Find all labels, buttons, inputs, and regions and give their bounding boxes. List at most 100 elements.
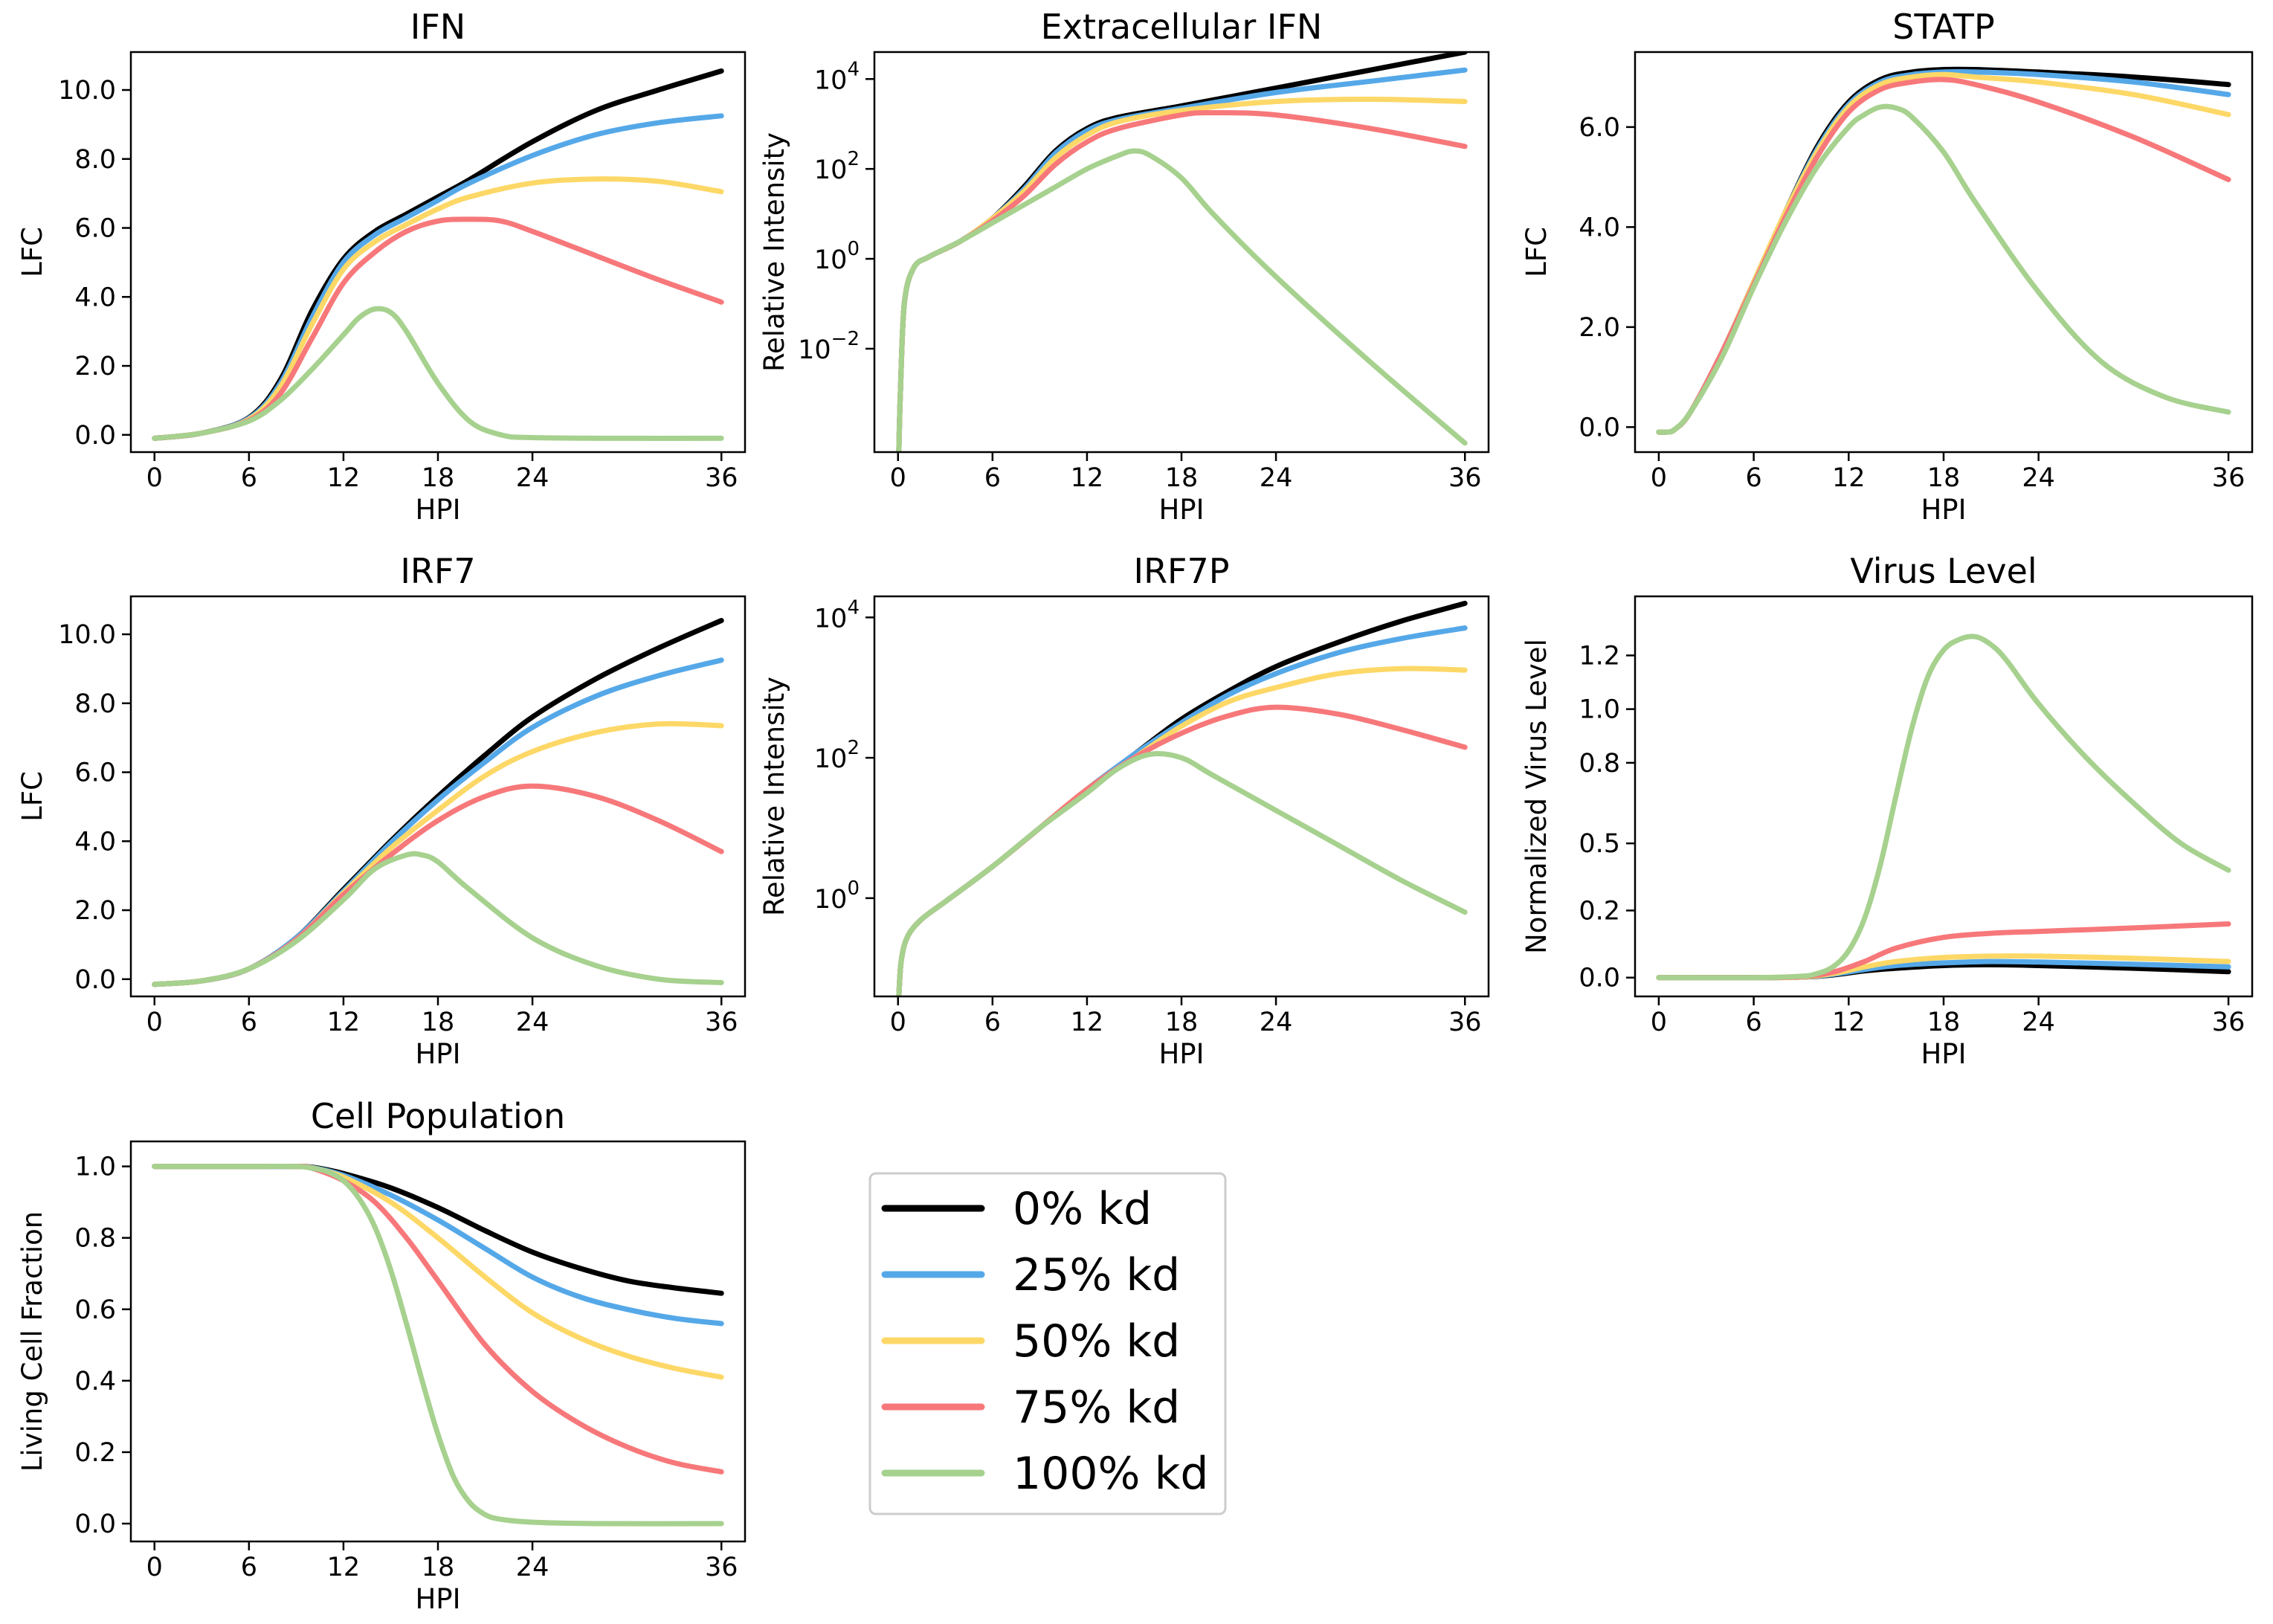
ifn-plot-frame — [129, 51, 747, 454]
extracellular-ifn-y-axis-label: Relative Intensity — [758, 132, 790, 372]
statp-y-tick-label: 4.0 — [1579, 213, 1620, 242]
statp-series-75pct-kd-line — [1656, 77, 2231, 435]
legend-entry: 100% kd — [881, 1448, 1208, 1500]
ifn-x-tick-label: 0 — [146, 463, 163, 493]
extracellular-ifn-series-50pct-kd-line — [896, 97, 1468, 452]
statp-x-tick-label: 24 — [2022, 463, 2055, 493]
cell-population-x-tick-label: 36 — [705, 1553, 738, 1582]
virus-level-y-tick-label: 0.0 — [1579, 964, 1620, 993]
ifn-y-tick-label: 8.0 — [74, 145, 116, 175]
irf7-x-tick-label: 6 — [241, 1008, 257, 1037]
virus-level-x-tick-label: 0 — [1651, 1008, 1667, 1037]
irf7p-y-tick-label: 104 — [814, 596, 860, 634]
cell-population-x-tick-label: 18 — [422, 1553, 455, 1582]
statp-y-tick-label: 0.0 — [1579, 413, 1620, 442]
irf7-x-axis-label: HPI — [415, 1038, 460, 1070]
extracellular-ifn-y-tick-exponent: 2 — [847, 148, 860, 170]
statp-y-axis-label: LFC — [1521, 227, 1553, 277]
statp-series — [1656, 66, 2231, 435]
virus-level-series-100pct-kd-line — [1656, 634, 2231, 981]
ifn-y-tick-label: 0.0 — [74, 421, 116, 451]
irf7p-series-100pct-kd-line — [896, 750, 1468, 996]
ifn-x-tick-label: 18 — [422, 463, 455, 493]
irf7-y-axis-label: LFC — [16, 771, 48, 822]
virus-level-y-tick-label: 0.2 — [1579, 896, 1620, 926]
ifn-x-tick-label: 6 — [241, 463, 257, 493]
extracellular-ifn-series — [896, 52, 1468, 452]
irf7p-y-tick-label: 102 — [814, 737, 860, 774]
legend-label: 100% kd — [1013, 1448, 1208, 1500]
extracellular-ifn-y-tick-base: 10 — [814, 245, 848, 275]
ifn-x-axis-label: HPI — [415, 494, 460, 526]
statp-series-25pct-kd-line — [1656, 68, 2231, 435]
ifn-y-tick-label: 4.0 — [74, 283, 116, 312]
cell-population-x-tick-label: 24 — [516, 1553, 549, 1582]
irf7-x-tick-label: 18 — [422, 1008, 455, 1037]
extracellular-ifn-x-tick-label: 18 — [1165, 463, 1199, 493]
irf7p-y-tick-base: 10 — [814, 885, 848, 915]
cell-population-y-tick-label: 0.8 — [74, 1224, 116, 1254]
statp-x-tick-label: 12 — [1832, 463, 1866, 493]
legend-frame — [868, 1172, 1227, 1515]
legend-entry: 25% kd — [881, 1249, 1180, 1301]
ifn-series-75pct-kd-line — [152, 216, 724, 441]
legend-label: 75% kd — [1013, 1382, 1180, 1434]
legend-entries: 0% kd 25% kd 50% kd 75% kd 100% kd — [881, 1183, 1208, 1500]
irf7p-y-tick-base: 10 — [814, 604, 848, 634]
irf7p-title: IRF7P — [1134, 551, 1230, 591]
cell-population-series-0pct-kd-line — [152, 1164, 724, 1296]
virus-level-x-tick-label: 6 — [1745, 1008, 1761, 1037]
statp-y-tick-label: 2.0 — [1579, 313, 1620, 343]
virus-level-x-tick-label: 36 — [2212, 1008, 2245, 1037]
extracellular-ifn-series-100pct-kd-line — [896, 148, 1468, 452]
virus-level-y-tick-label: 0.8 — [1579, 749, 1620, 779]
irf7-x-tick-label: 36 — [705, 1008, 738, 1037]
extracellular-ifn-y-tick-base: 10 — [814, 155, 848, 185]
extracellular-ifn-x-tick-label: 36 — [1448, 463, 1482, 493]
irf7p-x-axis-label: HPI — [1158, 1038, 1204, 1070]
ifn-series-100pct-kd-line — [152, 306, 724, 441]
cell-population-y-tick-label: 0.0 — [74, 1509, 116, 1539]
irf7p-x-tick-label: 24 — [1260, 1008, 1293, 1037]
legend-label: 50% kd — [1013, 1315, 1180, 1367]
ifn-title: IFN — [410, 7, 465, 47]
irf7-y-tick-label: 6.0 — [74, 758, 116, 788]
extracellular-ifn-y-tick-exponent: 0 — [847, 238, 860, 260]
cell-population-x-axis-label: HPI — [415, 1583, 460, 1615]
cell-population-y-tick-label: 0.4 — [74, 1367, 116, 1396]
extracellular-ifn-y-tick-exponent: 4 — [847, 58, 860, 80]
irf7p-series-0pct-kd-line — [896, 600, 1468, 996]
ifn-x-tick-label: 12 — [327, 463, 361, 493]
irf7-series-50pct-kd-line — [152, 721, 724, 987]
statp-series-100pct-kd-line — [1656, 103, 2231, 435]
irf7-y-tick-label: 8.0 — [74, 689, 116, 719]
cell-population-series-100pct-kd-line — [152, 1163, 724, 1527]
statp-x-tick-label: 36 — [2212, 463, 2245, 493]
irf7-series-75pct-kd-line — [152, 783, 724, 987]
virus-level-y-axis-label: Normalized Virus Level — [1521, 639, 1553, 954]
ifn-series — [152, 68, 724, 441]
irf7p-y-tick-exponent: 0 — [847, 877, 860, 900]
extracellular-ifn-y-tick-label: 100 — [814, 238, 860, 275]
extracellular-ifn-y-tick-label: 102 — [814, 148, 860, 185]
extracellular-ifn-y-tick-label: 104 — [814, 58, 860, 95]
ifn-x-tick-label: 36 — [705, 463, 738, 493]
cell-population-x-tick-label: 0 — [146, 1553, 163, 1582]
ifn-series-25pct-kd-line — [152, 113, 724, 441]
irf7-title: IRF7 — [400, 551, 475, 591]
legend-entry: 50% kd — [881, 1315, 1180, 1367]
statp-series-0pct-kd-line — [1656, 66, 2231, 435]
extracellular-ifn-x-axis-label: HPI — [1158, 494, 1204, 526]
irf7-x-tick-label: 0 — [146, 1008, 163, 1037]
statp-series-50pct-kd-line — [1656, 71, 2231, 435]
legend-label: 25% kd — [1013, 1249, 1180, 1301]
ifn-y-tick-label: 2.0 — [74, 352, 116, 381]
ifn-chart: 0 6 12 18 24 36 0.0 2.0 4.0 6.0 8.0 10.0 IFN HPI LFC — [16, 7, 747, 526]
irf7-y-tick-label: 10.0 — [58, 620, 116, 650]
cell-population-y-tick-label: 0.6 — [74, 1295, 116, 1325]
extracellular-ifn-x-tick-label: 24 — [1260, 463, 1293, 493]
cell-population-title: Cell Population — [311, 1096, 565, 1136]
irf7-x-tick-label: 12 — [327, 1008, 361, 1037]
virus-level-x-tick-label: 18 — [1927, 1008, 1961, 1037]
